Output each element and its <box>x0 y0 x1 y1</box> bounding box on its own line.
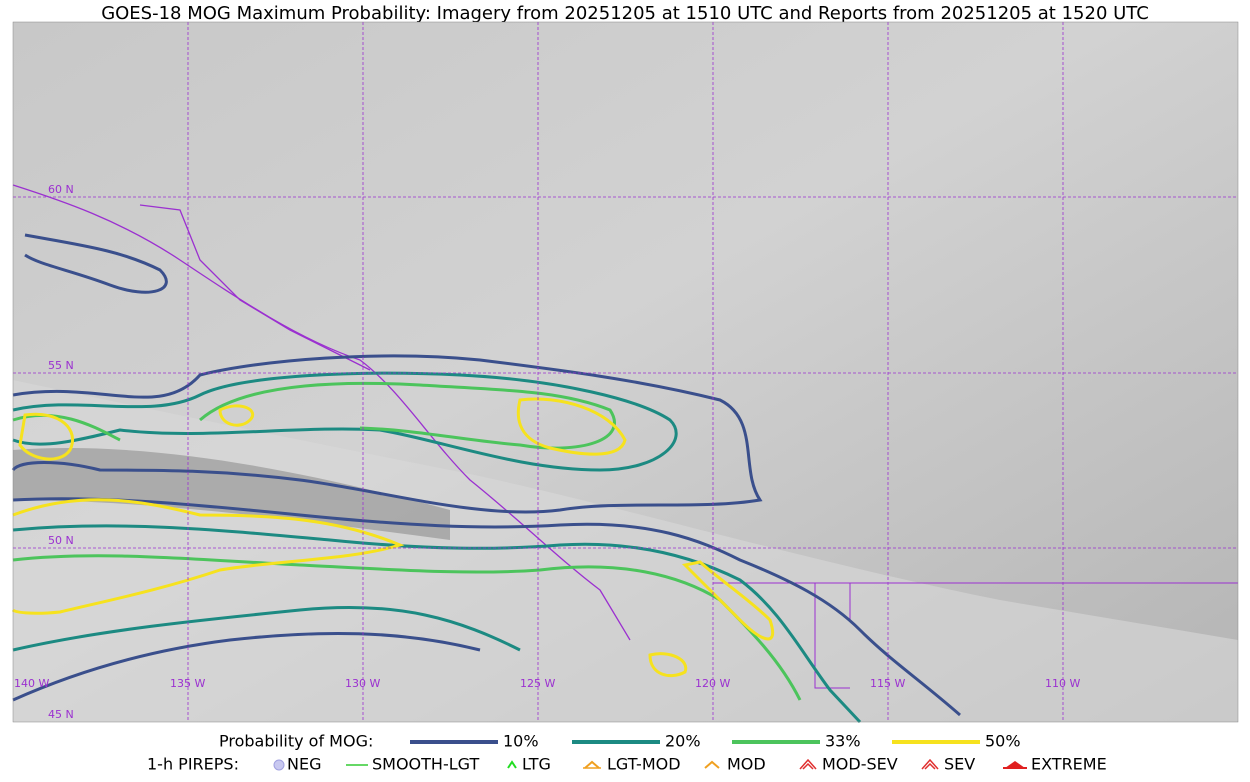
title: GOES-18 MOG Maximum Probability: Imagery… <box>101 3 1149 24</box>
cloud-band <box>13 380 1238 722</box>
pirep-label: EXTREME <box>1031 755 1107 774</box>
longitude-label: 110 W <box>1045 677 1080 690</box>
pirep-label: LTG <box>522 755 551 774</box>
pirep-symbol <box>1005 761 1025 768</box>
longitude-label: 130 W <box>345 677 380 690</box>
map-frame <box>12 21 1239 723</box>
legend-heading: 1-h PIREPS: <box>147 755 239 774</box>
border <box>713 582 1238 689</box>
pirep-label: NEG <box>287 755 321 774</box>
pirep-icon <box>921 758 939 770</box>
latitude-label: 55 N <box>48 359 74 372</box>
pirep-symbol <box>273 759 285 771</box>
pirep-symbol <box>584 760 600 769</box>
longitude-label: 115 W <box>870 677 905 690</box>
pirep-icon <box>799 758 817 770</box>
contour-20 <box>12 371 678 472</box>
coastline <box>139 204 371 371</box>
pirep-label: SMOOTH-LGT <box>372 755 479 774</box>
contour-20 <box>12 605 521 652</box>
contour-50 <box>18 412 75 461</box>
latitude-label: 60 N <box>48 183 74 196</box>
contour-50 <box>218 404 254 427</box>
legend-heading: Probability of MOG: <box>219 732 373 751</box>
contour-50 <box>648 652 688 678</box>
pirep-icon <box>273 759 285 771</box>
pirep-icon <box>583 760 601 769</box>
contour-10 <box>12 631 481 702</box>
legend-label: 33% <box>825 732 861 751</box>
longitude-label: 120 W <box>695 677 730 690</box>
pirep-icon <box>704 760 720 769</box>
contour-50 <box>11 498 405 615</box>
coastline <box>12 184 631 641</box>
pirep-label: MOD-SEV <box>822 755 898 774</box>
contour-10 <box>24 233 168 294</box>
legend-label: 10% <box>503 732 539 751</box>
contour-10 <box>11 354 763 514</box>
pirep-label: MOD <box>727 755 766 774</box>
contour-10 <box>12 497 961 717</box>
latitude-label: 45 N <box>48 708 74 721</box>
legend-label: 20% <box>665 732 701 751</box>
legend-label: 50% <box>985 732 1021 751</box>
graticule: 60 N 55 N 50 N 45 N 140 W 135 W 130 W 125 W 120 … <box>13 22 1238 722</box>
pirep-label: LGT-MOD <box>607 755 681 774</box>
contour-50 <box>681 560 775 641</box>
pirep-symbol <box>921 758 939 770</box>
contours <box>11 233 961 724</box>
longitude-label: 125 W <box>520 677 555 690</box>
pirep-symbol <box>507 760 517 769</box>
contour-33 <box>12 381 616 450</box>
contour-20 <box>12 524 862 724</box>
latitude-label: 50 N <box>48 534 74 547</box>
pirep-symbol <box>799 758 817 770</box>
longitude-label: 135 W <box>170 677 205 690</box>
pirep-icon <box>1003 761 1027 769</box>
map: 60 N 55 N 50 N 45 N 140 W 135 W 130 W 125 W 120 … <box>11 21 1239 724</box>
legend: Probability of MOG: 10% 20% 33% 50% 1-h PIREP… <box>147 732 1107 774</box>
longitude-label: 140 W <box>14 677 49 690</box>
pirep-icon <box>507 760 517 769</box>
pirep-symbol <box>704 760 720 769</box>
pirep-label: SEV <box>944 755 975 774</box>
contour-50 <box>516 397 627 456</box>
